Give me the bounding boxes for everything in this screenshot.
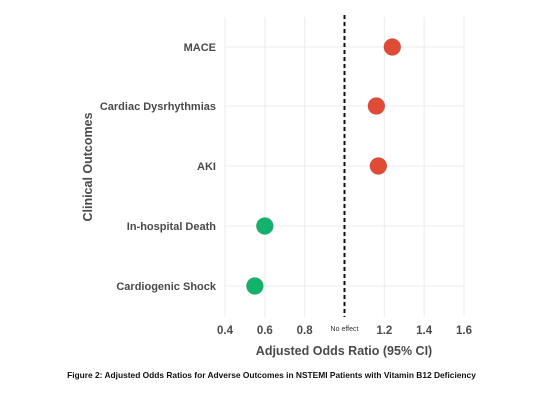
x-tick-label: 1.2: [376, 325, 392, 337]
x-tick-label: 1.6: [456, 325, 472, 337]
data-point: [255, 217, 274, 235]
data-point: [245, 277, 264, 295]
x-axis-title: Adjusted Odds Ratio (95% CI): [256, 344, 432, 358]
data-point: [369, 157, 388, 175]
data-point: [367, 97, 386, 115]
x-tick-label: 0.6: [257, 325, 273, 337]
category-labels: MACE Cardiac Dysrhythmias AKI In-hospital D…: [100, 42, 217, 293]
data-points: [245, 38, 402, 295]
x-tick-label: 0.8: [297, 325, 314, 337]
figure-caption: Figure 2: Adjusted Odds Ratios for Adver…: [67, 370, 476, 380]
category-label: Cardiogenic Shock: [116, 281, 217, 293]
reference-label: No effect: [331, 326, 359, 333]
grid: [224, 17, 465, 317]
x-tick-label: 1.4: [416, 325, 433, 337]
y-axis-title: Clinical Outcomes: [81, 112, 95, 221]
category-label: AKI: [197, 161, 216, 173]
category-label: MACE: [184, 42, 216, 54]
category-label: Cardiac Dysrhythmias: [100, 101, 216, 113]
x-tick-label: 0.4: [217, 325, 234, 337]
x-tick-labels: 0.4 0.6 0.8 No effect 1.2 1.4 1.6: [217, 325, 472, 337]
data-point: [383, 38, 402, 56]
category-label: In-hospital Death: [127, 221, 217, 233]
